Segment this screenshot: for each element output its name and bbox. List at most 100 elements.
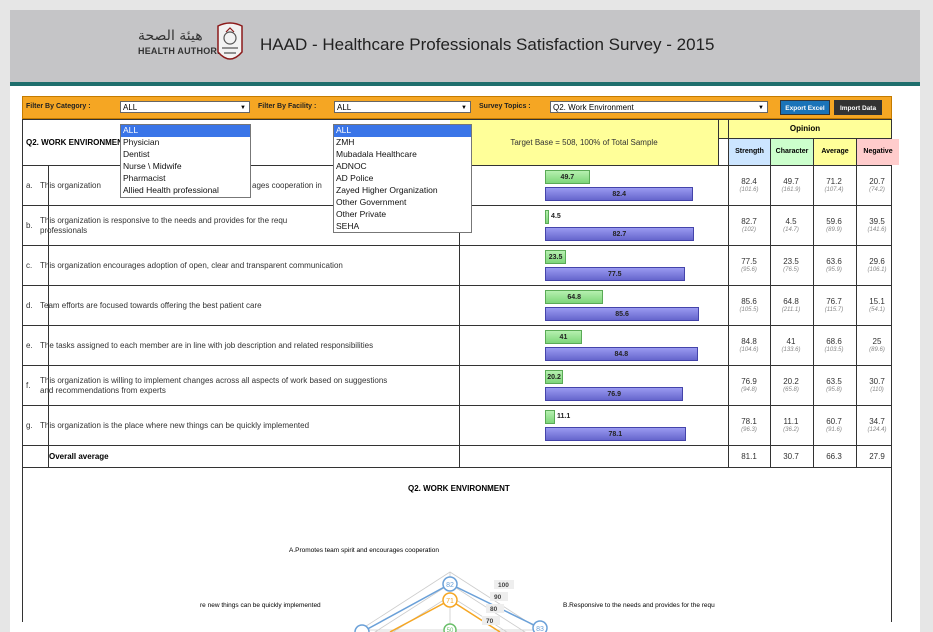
column-header-character: Character xyxy=(770,139,813,165)
negative-subvalue: (74.2) xyxy=(869,187,885,193)
strength-subvalue: (102) xyxy=(741,227,756,233)
character-subvalue: (65.8) xyxy=(783,387,799,393)
radar-label-right: B.Responsive to the needs and provides f… xyxy=(563,602,715,609)
row-letter: b. xyxy=(26,221,33,230)
character-value: 49.7 xyxy=(783,177,799,186)
row-statement: The tasks assigned to each member are in… xyxy=(40,341,374,350)
overall-strength: 81.1 xyxy=(741,452,757,461)
radar-scale-box xyxy=(494,580,514,589)
average-value: 63.5 xyxy=(826,377,842,386)
category_dropdown-option[interactable]: Nurse \ Midwife xyxy=(123,161,182,171)
page-title: HAAD - Healthcare Professionals Satisfac… xyxy=(260,35,715,54)
strength-bar: 84.8 xyxy=(545,347,698,361)
column-divider xyxy=(813,139,814,467)
row-statement: This organization encourages adoption of… xyxy=(40,261,343,270)
character-subvalue: (161.9) xyxy=(781,187,801,193)
average-subvalue: (103.5) xyxy=(824,347,844,353)
category_dropdown-option[interactable]: Dentist xyxy=(123,149,150,159)
radar-point xyxy=(532,620,548,632)
facility_dropdown-option[interactable]: ZMH xyxy=(336,137,355,147)
radar-label-top: A.Promotes team spirit and encourages co… xyxy=(289,547,439,554)
negative-subvalue: (141.6) xyxy=(867,227,887,233)
filter-bar: Filter By Category : ALL ▼ Filter By Fac… xyxy=(22,96,892,119)
radar-scale-label: 100 xyxy=(498,582,509,589)
row-statement-line2: professionals xyxy=(40,226,88,235)
radar-scale-box xyxy=(486,604,504,613)
facility_dropdown-option[interactable]: ALL xyxy=(334,125,471,137)
strength-value: 76.9 xyxy=(741,377,757,386)
topics-filter-label: Survey Topics : xyxy=(479,103,531,110)
chevron-down-icon: ▼ xyxy=(758,105,764,111)
facility_dropdown-option[interactable]: AD Police xyxy=(336,173,374,183)
logo-english-text: HEALTH AUTHORITY xyxy=(138,46,232,56)
row-letter: a. xyxy=(26,181,33,190)
row-divider xyxy=(22,285,892,286)
radar-point-label: 82 xyxy=(446,582,454,589)
row-letter: f. xyxy=(26,381,31,390)
category-select[interactable]: ALL ▼ xyxy=(120,101,250,113)
facility_dropdown-option[interactable]: SEHA xyxy=(336,221,360,231)
character-bar: 41 xyxy=(545,330,582,344)
average-subvalue: (95.8) xyxy=(826,387,842,393)
radar-scale-label: 80 xyxy=(490,606,498,613)
strength-bar: 78.1 xyxy=(545,427,686,441)
column-divider xyxy=(728,120,729,467)
strength-bar: 82.7 xyxy=(545,227,694,241)
radar-point-label: 71 xyxy=(446,598,454,605)
strength-subvalue: (105.5) xyxy=(739,307,759,313)
negative-subvalue: (89.6) xyxy=(869,347,885,353)
radar-chart: 82 71 83 50 100 90 80 70 xyxy=(354,571,548,632)
column-divider xyxy=(770,139,771,467)
category_dropdown-option[interactable]: ALL xyxy=(121,125,250,137)
strength-bar: 82.4 xyxy=(545,187,694,201)
page-scrollbar[interactable] xyxy=(920,0,933,632)
character-bar: 23.5 xyxy=(545,250,567,264)
negative-value: 25 xyxy=(872,337,882,346)
radar-point-label: 50 xyxy=(447,628,454,632)
chevron-down-icon: ▼ xyxy=(461,105,467,111)
strength-subvalue: (101.6) xyxy=(739,187,759,193)
column-header-average: Average xyxy=(813,139,856,165)
strength-subvalue: (96.3) xyxy=(741,427,757,433)
category_dropdown-option[interactable]: Physician xyxy=(123,137,160,147)
character-value: 11.1 xyxy=(783,417,799,426)
negative-value: 30.7 xyxy=(869,377,885,386)
column-header-negative: Negative xyxy=(856,139,899,165)
facility-select[interactable]: ALL ▼ xyxy=(334,101,471,113)
results-table xyxy=(22,119,892,468)
row-divider xyxy=(22,245,892,246)
negative-subvalue: (54.1) xyxy=(869,307,885,313)
strength-value: 78.1 xyxy=(741,417,757,426)
import-data-button[interactable]: Import Data xyxy=(834,100,882,115)
negative-value: 39.5 xyxy=(869,217,885,226)
character-bar: 64.8 xyxy=(545,290,604,304)
average-subvalue: (95.9) xyxy=(826,267,842,273)
category_dropdown-option[interactable]: Pharmacist xyxy=(123,173,166,183)
logo-arabic-text: هيئة الصحة xyxy=(138,28,203,44)
facility_dropdown-option[interactable]: ADNOC xyxy=(336,161,367,171)
column-header-strength: Strength xyxy=(728,139,770,165)
topics-select[interactable]: Q2. Work Environment ▼ xyxy=(550,101,768,113)
facility_dropdown-option[interactable]: Zayed Higher Organization xyxy=(336,185,438,195)
export-excel-button[interactable]: Export Excel xyxy=(780,100,830,115)
character-value: 23.5 xyxy=(783,257,799,266)
row-statement-continued: ages cooperation in xyxy=(252,181,322,190)
character-subvalue: (36.2) xyxy=(783,427,799,433)
opinion-header: Opinion xyxy=(719,120,891,139)
facility_dropdown-option[interactable]: Other Private xyxy=(336,209,387,219)
strength-value: 84.8 xyxy=(741,337,757,346)
facility_dropdown-option[interactable]: Mubadala Healthcare xyxy=(336,149,417,159)
facility_dropdown-option[interactable]: Other Government xyxy=(336,197,407,207)
column-divider xyxy=(856,139,857,467)
character-subvalue: (76.5) xyxy=(783,267,799,273)
facility-select-value: ALL xyxy=(337,103,352,112)
row-statement-line2: and recommendations from experts xyxy=(40,386,166,395)
column-divider xyxy=(48,166,49,467)
strength-value: 85.6 xyxy=(741,297,757,306)
row-statement: This organization is willing to implemen… xyxy=(40,376,388,385)
row-letter: e. xyxy=(26,341,33,350)
negative-value: 20.7 xyxy=(869,177,885,186)
topics-select-value: Q2. Work Environment xyxy=(553,103,634,112)
row-statement: Team efforts are focused towards offerin… xyxy=(40,301,262,310)
category_dropdown-option[interactable]: Allied Health professional xyxy=(123,185,219,195)
